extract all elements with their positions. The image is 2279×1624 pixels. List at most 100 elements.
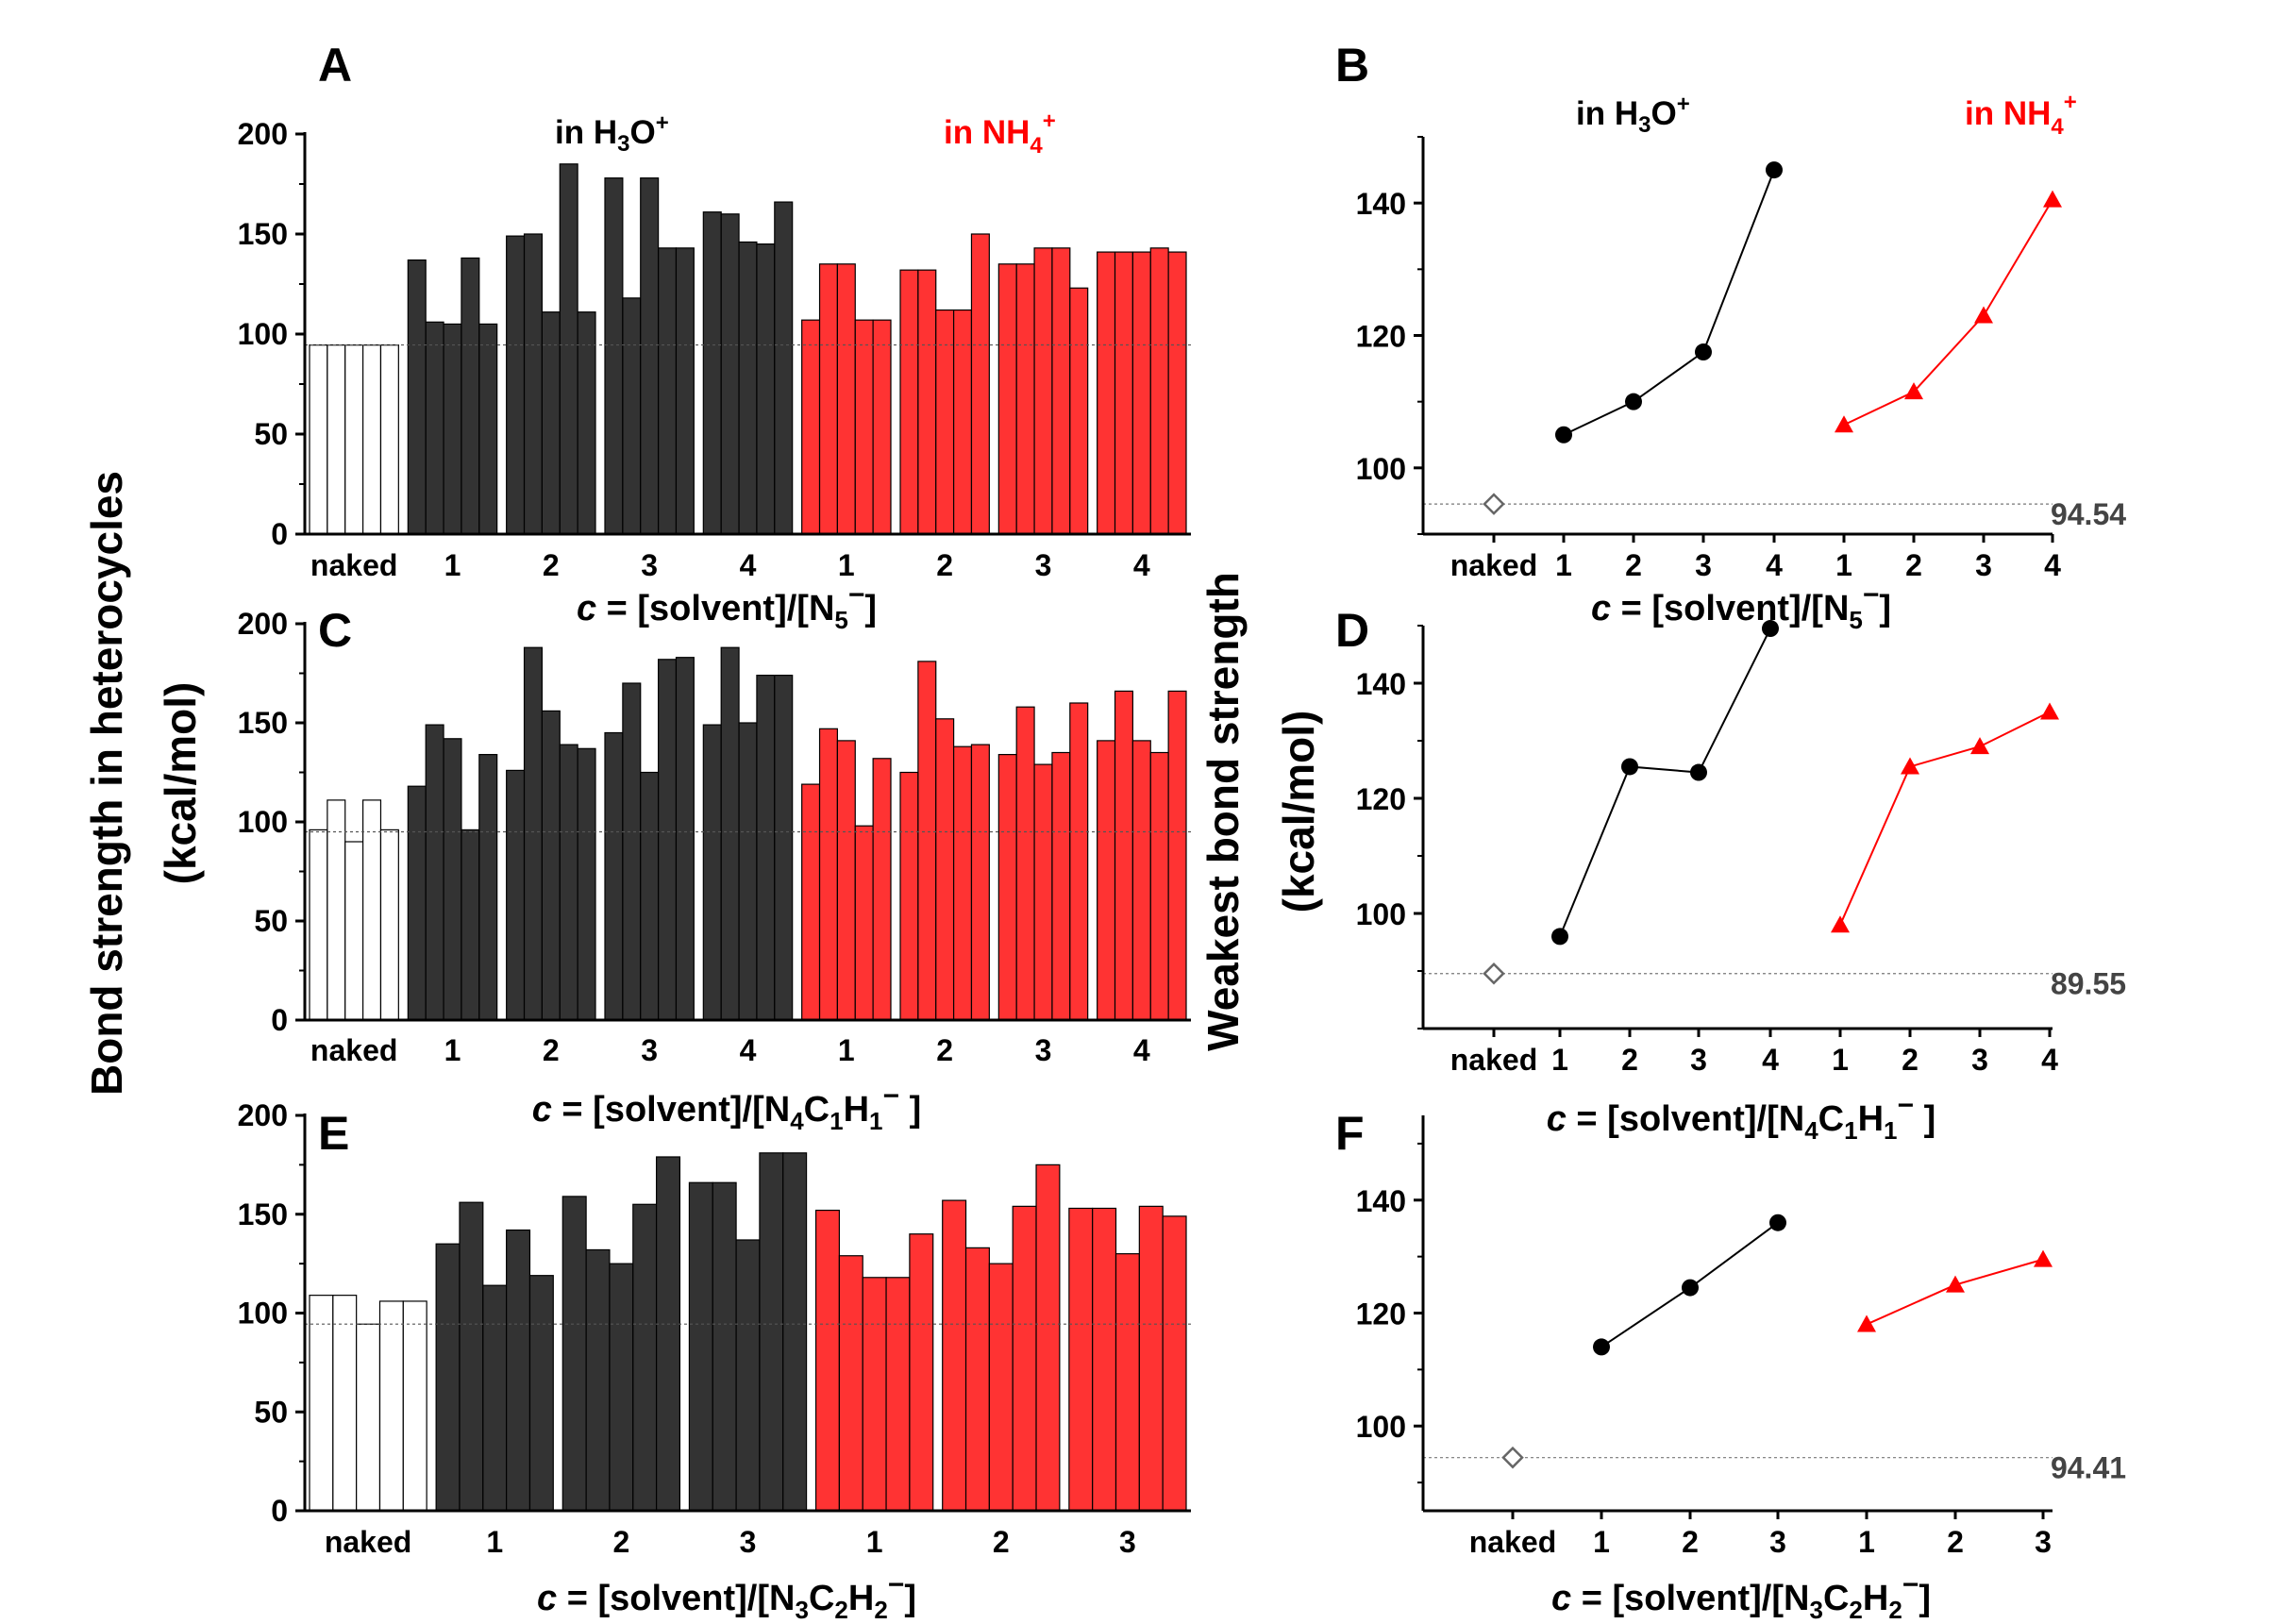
y-tick-label: 50 [254, 417, 288, 451]
bar-nh4 [942, 1199, 967, 1512]
bar-nh4 [801, 319, 821, 535]
panel-letter: F [1335, 1107, 1365, 1160]
reference-value-label: 89.55 [2051, 967, 2126, 1001]
x-tick-label: 3 [1695, 548, 1712, 582]
data-point-h3o [1695, 343, 1712, 361]
bar-nh4 [1167, 251, 1187, 535]
bar-h3o [720, 213, 740, 535]
panel-letter: B [1335, 39, 1369, 92]
x-tick-label: 1 [838, 1033, 855, 1067]
bar-nh4 [1069, 287, 1089, 535]
bar-nh4 [1012, 1205, 1037, 1512]
x-tick-label: 1 [866, 1525, 883, 1559]
bar-h3o [559, 744, 578, 1021]
data-point-h3o [1593, 1338, 1610, 1356]
bar-naked [327, 344, 346, 535]
bar-nh4 [1092, 1207, 1117, 1512]
series-line-h3o [1563, 169, 1775, 436]
bar-nh4 [1033, 247, 1053, 535]
bar-nh4 [964, 1247, 990, 1512]
y-tick-label: 150 [238, 706, 288, 740]
bar-nh4 [970, 744, 990, 1021]
bar-h3o [688, 1181, 713, 1512]
legend-h3o-panel-b: in H3O+ [1576, 92, 1690, 138]
data-point-nh4 [1901, 757, 1919, 775]
y-tick-label: 100 [1356, 1410, 1406, 1444]
bar-h3o [407, 259, 427, 535]
x-tick-label: 3 [1035, 1033, 1052, 1067]
panel-letter: D [1335, 604, 1369, 657]
y-tick-label: 150 [238, 217, 288, 251]
bar-nh4 [818, 263, 838, 535]
x-tick-label: 1 [486, 1525, 503, 1559]
bar-naked [379, 344, 399, 535]
y-tick-label: 100 [238, 805, 288, 839]
x-tick-label: 4 [740, 548, 757, 582]
bar-naked [309, 1295, 334, 1512]
x-tick-label: 1 [838, 548, 855, 582]
data-point-nh4 [2043, 190, 2062, 208]
data-point-nh4 [1974, 306, 1993, 324]
series-line-nh4 [1843, 199, 2053, 427]
bar-naked [309, 829, 328, 1021]
bar-h3o [523, 233, 543, 535]
bar-h3o [712, 1181, 737, 1512]
y-tick-label: 50 [254, 904, 288, 938]
x-tick-label: 1 [1555, 548, 1572, 582]
bar-h3o [738, 722, 758, 1021]
x-tick-label: 2 [993, 1525, 1010, 1559]
x-tick-label: 2 [1625, 548, 1642, 582]
bar-h3o [478, 323, 498, 535]
x-axis-label: c = [solvent]/[N4C1H1− ] [1547, 1090, 1936, 1145]
data-point-h3o [1551, 928, 1568, 946]
x-tick-label: 2 [543, 548, 560, 582]
data-point-h3o [1766, 161, 1783, 179]
bar-naked [344, 344, 364, 535]
bar-h3o [506, 769, 526, 1021]
bar-h3o [675, 657, 695, 1021]
legend-nh4-panel-a: in NH4+ [944, 109, 1056, 159]
bar-nh4 [952, 309, 973, 535]
bar-nh4 [801, 783, 821, 1021]
left-y-axis-label-line2: (kcal/mol) [156, 682, 205, 885]
x-tick-label: 3 [1971, 1043, 1988, 1077]
bar-h3o [407, 785, 427, 1021]
bar-naked [379, 829, 399, 1021]
bar-h3o [702, 724, 722, 1021]
x-axis-label: c = [solvent]/[N4C1H1− ] [532, 1080, 922, 1135]
x-tick-label: 2 [936, 1033, 953, 1067]
y-tick-label: 140 [1356, 1184, 1406, 1218]
bar-nh4 [952, 745, 973, 1021]
bar-h3o [425, 724, 444, 1021]
bar-h3o [657, 659, 678, 1021]
reference-value-label: 94.41 [2051, 1451, 2126, 1485]
y-tick-label: 100 [238, 1297, 288, 1331]
bar-nh4 [1097, 740, 1116, 1021]
x-axis-label: c = [solvent]/[N3C2H2−] [1551, 1569, 1931, 1624]
bar-nh4 [838, 1255, 863, 1512]
bar-h3o [604, 177, 624, 535]
data-point-h3o [1555, 426, 1572, 444]
y-tick-label: 120 [1356, 782, 1406, 816]
data-point-h3o [1762, 620, 1779, 638]
bar-h3o [506, 235, 526, 535]
bar-h3o [541, 710, 561, 1021]
bar-h3o [640, 177, 660, 535]
x-axis-label: c = [solvent]/[N3C2H2−] [537, 1569, 916, 1624]
naked-marker [1483, 962, 1505, 985]
x-tick-label: naked [310, 1033, 397, 1067]
bar-h3o [774, 201, 794, 535]
x-tick-label: 3 [641, 1033, 658, 1067]
bar-h3o [622, 297, 642, 535]
bar-h3o [461, 257, 480, 535]
x-tick-label: 3 [1769, 1525, 1786, 1559]
x-tick-label: naked [310, 548, 397, 582]
data-point-nh4 [2034, 1249, 2053, 1267]
bar-nh4 [1069, 702, 1089, 1021]
bar-h3o [443, 738, 462, 1021]
bar-h3o [478, 753, 498, 1021]
